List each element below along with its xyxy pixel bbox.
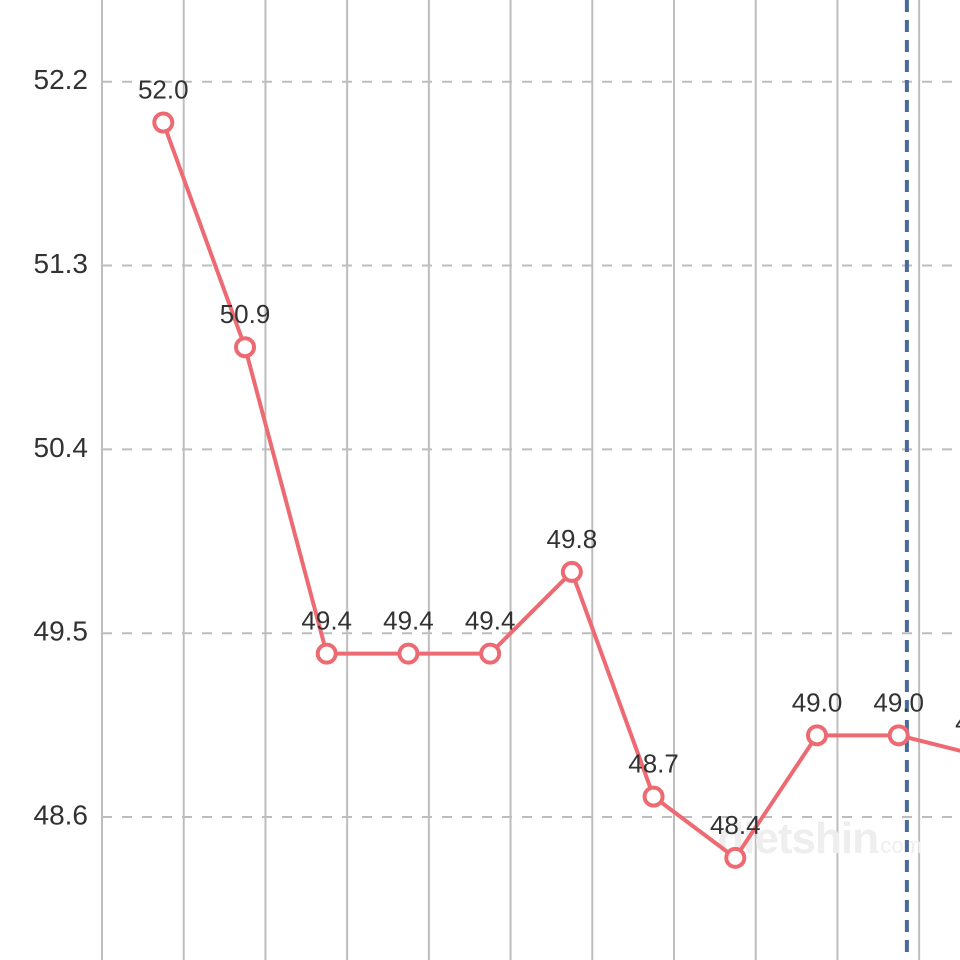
data-label: 50.9 (220, 299, 271, 329)
y-tick-label: 52.2 (34, 64, 89, 95)
y-tick-label: 49.5 (34, 616, 89, 647)
y-tick-labels: 52.2 51.3 50.4 49.5 48.6 (34, 64, 89, 830)
data-label: 49.0 (873, 687, 924, 717)
series-line (163, 123, 960, 858)
y-tick-label: 50.4 (34, 432, 89, 463)
data-marker (563, 563, 581, 581)
data-label: 52.0 (138, 75, 189, 105)
data-label: 48.4 (710, 810, 761, 840)
data-marker (154, 114, 172, 132)
y-tick-label: 51.3 (34, 248, 89, 279)
data-marker (808, 726, 826, 744)
weight-line-chart: 52.251.350.449.548.6dietshin.com52.050.9… (0, 0, 960, 960)
data-marker (236, 338, 254, 356)
data-label: 48.9 (955, 708, 960, 738)
watermark-sub: .com (874, 833, 922, 858)
y-tick-label: 48.6 (34, 799, 89, 830)
data-marker (890, 726, 908, 744)
data-label: 49.0 (792, 687, 843, 717)
data-marker (399, 645, 417, 663)
data-label: 49.4 (301, 606, 352, 636)
series-markers (154, 114, 960, 867)
data-label: 49.4 (465, 606, 516, 636)
chart-svg: 52.251.350.449.548.6dietshin.com52.050.9… (0, 0, 960, 960)
data-marker (318, 645, 336, 663)
data-label: 49.4 (383, 606, 434, 636)
data-marker (645, 788, 663, 806)
data-label: 49.8 (547, 524, 598, 554)
data-marker (481, 645, 499, 663)
data-marker (726, 849, 744, 867)
data-label: 48.7 (628, 749, 679, 779)
